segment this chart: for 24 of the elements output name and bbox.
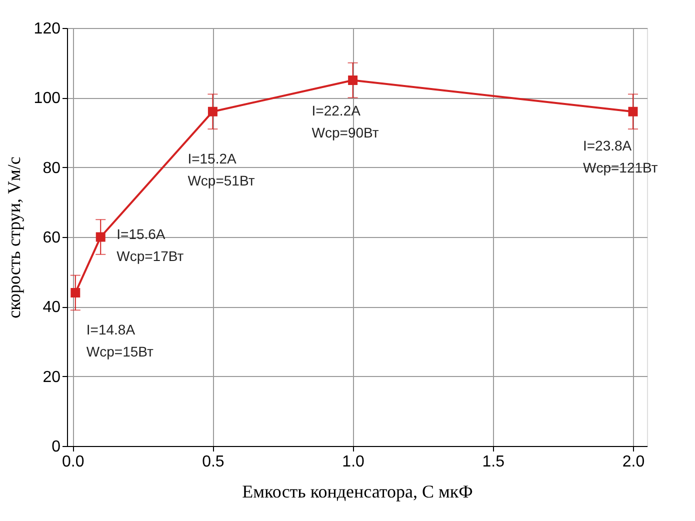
annotation: I=23.8A Wср=121Вт	[582, 138, 658, 176]
x-tick-label: 1.0	[342, 454, 365, 470]
annotation: I=22.2A Wср=90Вт	[312, 102, 380, 140]
annotation: I=15.6A Wср=17Вт	[116, 226, 184, 264]
x-tick-label: 0.5	[202, 454, 224, 470]
x-axis-title: Емкость конденсатора, С мкФ	[242, 482, 473, 502]
y-tick-label: 0	[52, 438, 61, 456]
y-tick-label: 20	[42, 368, 61, 386]
x-tick-label: 0.0	[62, 454, 84, 470]
point	[96, 232, 106, 242]
x-tick-label: 1.5	[482, 454, 505, 470]
y-tick-label: 40	[42, 299, 61, 316]
y-tick-label: 60	[42, 230, 61, 246]
y-tick-label: 100	[34, 90, 61, 108]
x-tick-label: 2.0	[622, 454, 645, 470]
y-tick-label: 80	[42, 160, 61, 177]
y-axis-title: скорость струи, Vм/с	[4, 156, 24, 318]
annotation: I=14.8A Wср=15Вт	[86, 322, 154, 360]
point	[208, 106, 218, 116]
point	[628, 106, 638, 116]
point	[348, 76, 358, 85]
y-tick-label: 120	[34, 20, 61, 38]
point	[70, 288, 80, 298]
annotation: I=15.2A Wср=51Вт	[188, 150, 256, 189]
